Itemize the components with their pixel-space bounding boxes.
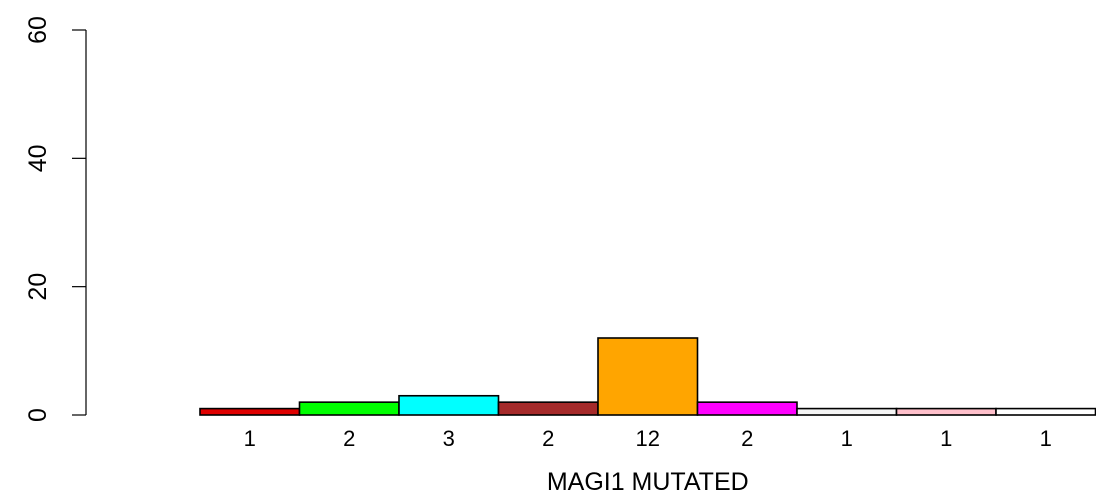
bar [199,407,301,416]
y-axis: 0 20 40 60 [24,16,87,422]
bar-labels: 1 2 3 2 12 2 1 1 1 [244,426,1052,451]
y-tick-label: 40 [24,144,52,172]
bars [199,337,1096,416]
bar [696,401,798,416]
y-tick-label: 60 [24,16,52,44]
bar-category-label: 1 [841,426,853,451]
bar-category-label: 1 [244,426,256,451]
y-tick-label: 20 [24,273,52,301]
bar [796,407,898,416]
bar-category-label: 1 [940,426,952,451]
bar-category-label: 2 [741,426,753,451]
bar [895,407,997,416]
x-axis-label: MAGI1 MUTATED [547,468,749,496]
bar [398,394,500,416]
bar-category-label: 2 [343,426,355,451]
bar-category-label: 3 [443,426,455,451]
bar-category-label: 1 [1040,426,1052,451]
bar [995,407,1096,416]
y-tick-label: 0 [24,408,52,422]
bar [597,337,699,416]
bar-category-label: 12 [636,426,660,451]
bar-category-label: 2 [542,426,554,451]
bar [497,401,599,416]
bar [298,401,400,416]
